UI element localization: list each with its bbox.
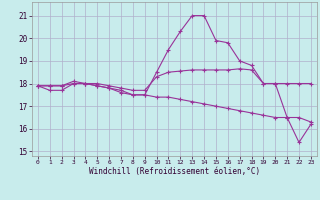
- X-axis label: Windchill (Refroidissement éolien,°C): Windchill (Refroidissement éolien,°C): [89, 167, 260, 176]
